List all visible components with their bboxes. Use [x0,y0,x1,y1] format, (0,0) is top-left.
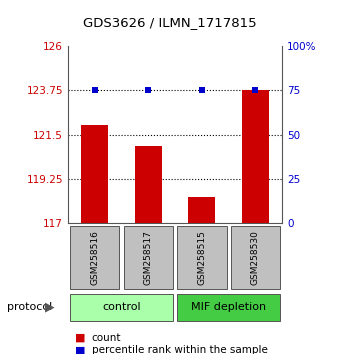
Text: control: control [102,302,141,312]
Bar [124,226,173,289]
Text: protocol: protocol [7,302,52,312]
Bar [70,293,173,321]
Text: ■: ■ [75,346,85,354]
Bar [177,293,280,321]
Bar [242,90,269,223]
Text: GSM258516: GSM258516 [90,230,99,285]
Bar [135,146,162,223]
Text: GSM258517: GSM258517 [144,230,153,285]
Text: ▶: ▶ [45,301,54,314]
Bar [70,226,119,289]
Text: percentile rank within the sample: percentile rank within the sample [92,346,268,354]
Text: ■: ■ [75,333,85,343]
Bar [177,226,226,289]
Text: GSM258530: GSM258530 [251,230,260,285]
Text: GSM258515: GSM258515 [198,230,206,285]
Text: count: count [92,333,121,343]
Text: GDS3626 / ILMN_1717815: GDS3626 / ILMN_1717815 [83,16,257,29]
Bar [231,226,280,289]
Text: MIF depletion: MIF depletion [191,302,266,312]
Bar [81,125,108,223]
Bar [188,198,215,223]
